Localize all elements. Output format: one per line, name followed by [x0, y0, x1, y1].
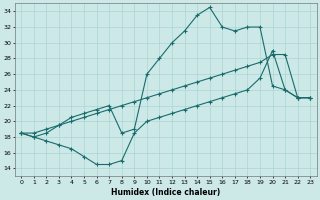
X-axis label: Humidex (Indice chaleur): Humidex (Indice chaleur) [111, 188, 220, 197]
